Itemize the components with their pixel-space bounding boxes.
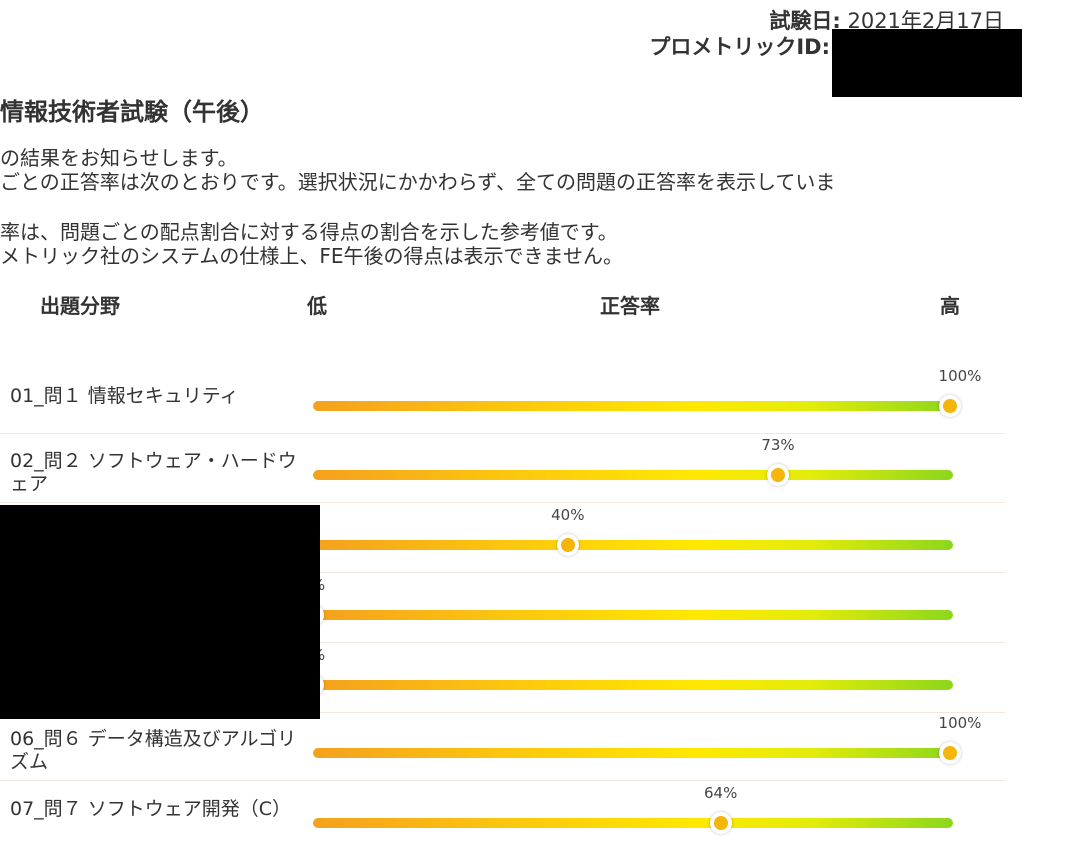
score-knob xyxy=(767,464,789,486)
score-percent: 73% xyxy=(761,436,795,454)
score-percent: 100% xyxy=(938,714,982,732)
score-bar xyxy=(313,540,953,550)
note-line-2: メトリック社のシステムの仕様上、FE午後の得点は表示できません。 xyxy=(0,244,623,268)
score-percent: 64% xyxy=(704,784,738,802)
column-high: 高 xyxy=(940,294,960,318)
intro-line-2: ごとの正答率は次のとおりです。選択状況にかかわらず、全ての問題の正答率を表示して… xyxy=(0,170,836,194)
column-field: 出題分野 xyxy=(40,294,120,318)
row-label: 01_問１ 情報セキュリティ xyxy=(10,385,239,407)
row-divider xyxy=(0,712,1005,713)
score-percent: 100% xyxy=(938,367,982,385)
note-line-1: 率は、問題ごとの配点割合に対する得点の割合を示した参考値です。 xyxy=(0,220,618,244)
score-bar xyxy=(313,401,953,411)
score-bar xyxy=(313,610,953,620)
score-knob xyxy=(939,395,961,417)
row-divider xyxy=(0,780,1005,781)
redacted-id xyxy=(832,29,1022,97)
row-label: 07_問７ ソフトウェア開発（C） xyxy=(10,798,291,820)
column-low: 低 xyxy=(307,294,327,318)
intro-line-1: の結果をお知らせします。 xyxy=(0,146,238,170)
score-bar xyxy=(313,818,953,828)
row-divider xyxy=(0,433,1005,434)
row-divider xyxy=(0,502,1005,503)
score-knob xyxy=(939,742,961,764)
exam-date-label: 試験日: xyxy=(769,9,841,33)
row-label: 02_問２ ソフトウェア・ハードウェア xyxy=(10,450,297,495)
score-bar xyxy=(313,680,953,690)
row-divider xyxy=(0,642,1005,643)
page-title: 情報技術者試験（午後） xyxy=(0,98,264,126)
row-label: 06_問６ データ構造及びアルゴリズム xyxy=(10,728,297,773)
score-bar xyxy=(313,748,953,758)
column-rate: 正答率 xyxy=(600,294,660,318)
prometric-id-label: プロメトリックID: xyxy=(649,35,830,59)
score-percent: 40% xyxy=(551,506,585,524)
score-knob xyxy=(709,812,732,834)
score-bar xyxy=(313,470,953,480)
redacted-rows xyxy=(0,505,320,719)
score-knob xyxy=(556,534,579,556)
row-divider xyxy=(0,572,1005,573)
